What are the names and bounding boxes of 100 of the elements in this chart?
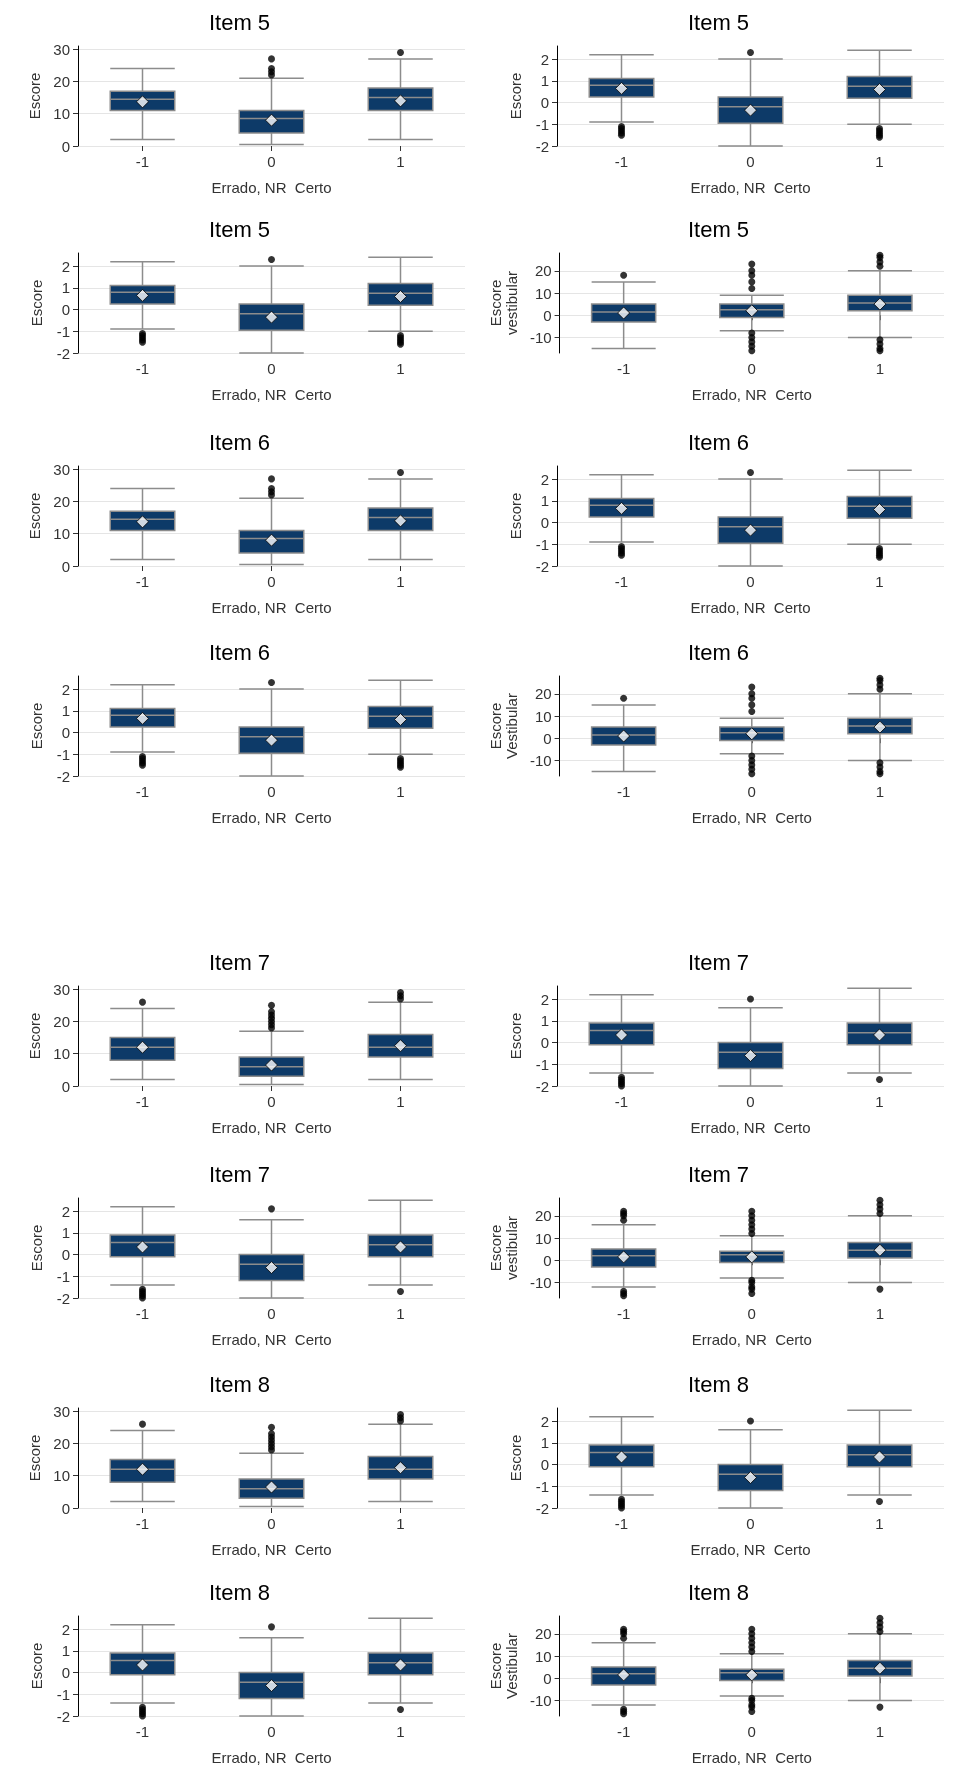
- x-tick-label: 1: [875, 1515, 884, 1532]
- y-tick-label: 0: [543, 1251, 552, 1269]
- y-axis-title: Escore: [27, 702, 45, 750]
- x-tick-label: -1: [614, 1093, 629, 1110]
- y-tick-label: 0: [61, 137, 70, 155]
- y-tick-label: 0: [543, 1669, 552, 1687]
- y-tick-label: -1: [535, 115, 549, 133]
- y-tick-label: 10: [534, 284, 552, 302]
- y-tick-label: 20: [534, 685, 552, 703]
- y-tick-label: -10: [529, 328, 552, 346]
- x-tick-label: 0: [267, 360, 276, 377]
- y-axis-title: Escore: [27, 1642, 45, 1690]
- y-axis-title: Escore vestibular: [486, 1215, 520, 1281]
- y-axis-title: Escore: [27, 279, 45, 327]
- y-tick-label: -2: [56, 1289, 70, 1307]
- y-tick-label: 0: [61, 1664, 70, 1682]
- x-tick-label: 1: [396, 1515, 405, 1532]
- x-axis-title: Errado, NR Certo: [690, 1541, 811, 1558]
- y-tick-label: -1: [56, 1685, 70, 1703]
- y-tick-label: -1: [535, 535, 549, 553]
- chart-title: Item 6: [208, 639, 271, 665]
- y-tick-label: 0: [61, 1077, 70, 1095]
- chart-title: Item 5: [687, 9, 750, 35]
- y-tick-label: 10: [53, 1045, 70, 1063]
- x-axis-title: Errado, NR Certo: [690, 599, 811, 616]
- x-axis-title: Errado, NR Certo: [211, 179, 332, 196]
- y-tick-label: -2: [56, 767, 70, 785]
- y-tick-label: -1: [56, 1267, 70, 1285]
- y-axis-title: Escore: [506, 1434, 524, 1482]
- x-tick-label: 0: [267, 783, 276, 800]
- y-tick-label: 1: [540, 1012, 549, 1030]
- x-axis-title: Errado, NR Certo: [691, 1749, 812, 1766]
- y-tick-label: 20: [534, 1207, 552, 1225]
- x-tick-label: -1: [614, 153, 629, 170]
- chart-title: Item 8: [208, 1371, 271, 1397]
- x-tick-label: 1: [875, 1305, 885, 1322]
- x-axis-title: Errado, NR Certo: [691, 386, 812, 403]
- x-tick-label: 1: [396, 1093, 405, 1110]
- y-tick-label: 0: [61, 724, 70, 742]
- y-axis-title: Escore: [506, 492, 524, 540]
- y-tick-label: 30: [53, 980, 70, 998]
- x-tick-label: 1: [875, 783, 885, 800]
- x-tick-label: -1: [616, 1305, 631, 1322]
- chart-title: Item 5: [208, 9, 271, 35]
- y-tick-label: 10: [534, 707, 552, 725]
- y-tick-label: 2: [61, 257, 70, 275]
- y-tick-label: -1: [535, 1477, 549, 1495]
- y-axis-title: Escore: [25, 1012, 43, 1060]
- y-tick-label: 1: [540, 492, 549, 510]
- y-tick-label: 10: [534, 1647, 552, 1665]
- x-tick-label: 0: [747, 1305, 756, 1322]
- x-tick-label: -1: [135, 1723, 150, 1740]
- x-tick-label: -1: [616, 783, 631, 800]
- x-tick-label: 1: [875, 1723, 885, 1740]
- x-tick-label: 1: [875, 573, 884, 590]
- y-tick-label: 0: [61, 1246, 70, 1264]
- chart-title: Item 6: [687, 429, 750, 455]
- y-tick-label: -2: [535, 1499, 549, 1517]
- y-axis-title: Escore: [506, 1012, 524, 1060]
- y-tick-label: 1: [61, 1224, 70, 1242]
- y-tick-label: 1: [61, 279, 70, 297]
- chart-title: Item 6: [687, 639, 750, 665]
- x-tick-label: 0: [267, 1093, 276, 1110]
- y-tick-label: 20: [53, 492, 70, 510]
- x-axis-title: Errado, NR Certo: [211, 1331, 332, 1348]
- x-tick-label: 0: [267, 573, 276, 590]
- chart-title: Item 5: [687, 216, 750, 242]
- x-tick-label: 1: [875, 360, 885, 377]
- x-tick-label: 1: [396, 1723, 405, 1740]
- y-tick-label: 0: [540, 514, 549, 532]
- x-tick-label: -1: [135, 783, 150, 800]
- x-tick-label: -1: [614, 1515, 629, 1532]
- y-tick-label: 20: [534, 1625, 552, 1643]
- chart-title: Item 8: [687, 1371, 750, 1397]
- y-axis-title: Escore: [25, 1434, 43, 1482]
- y-tick-label: -2: [56, 344, 70, 362]
- x-axis-title: Errado, NR Certo: [211, 599, 332, 616]
- y-axis-title: Escore: [25, 72, 43, 120]
- x-axis-title: Errado, NR Certo: [211, 1749, 332, 1766]
- chart-title: Item 5: [208, 216, 271, 242]
- x-tick-label: 0: [267, 1515, 276, 1532]
- y-tick-label: 2: [61, 680, 70, 698]
- y-tick-label: 30: [53, 460, 70, 478]
- y-tick-label: 0: [543, 729, 552, 747]
- x-axis-title: Errado, NR Certo: [211, 1119, 332, 1136]
- y-axis-title: Escore Vestibular: [486, 693, 520, 759]
- y-tick-label: -2: [56, 1707, 70, 1725]
- x-tick-label: 1: [396, 573, 405, 590]
- chart-title: Item 7: [687, 949, 750, 975]
- x-tick-label: 0: [267, 1723, 276, 1740]
- x-tick-label: -1: [135, 360, 150, 377]
- y-tick-label: 10: [53, 525, 70, 543]
- y-tick-label: 2: [61, 1202, 70, 1220]
- y-axis-title: Escore Vestibular: [486, 1633, 520, 1699]
- y-tick-label: -1: [56, 322, 70, 340]
- chart-title: Item 8: [208, 1579, 271, 1605]
- x-axis-title: Errado, NR Certo: [690, 179, 811, 196]
- x-tick-label: 0: [747, 783, 756, 800]
- x-axis-title: Errado, NR Certo: [211, 386, 332, 403]
- x-axis-title: Errado, NR Certo: [691, 1331, 812, 1348]
